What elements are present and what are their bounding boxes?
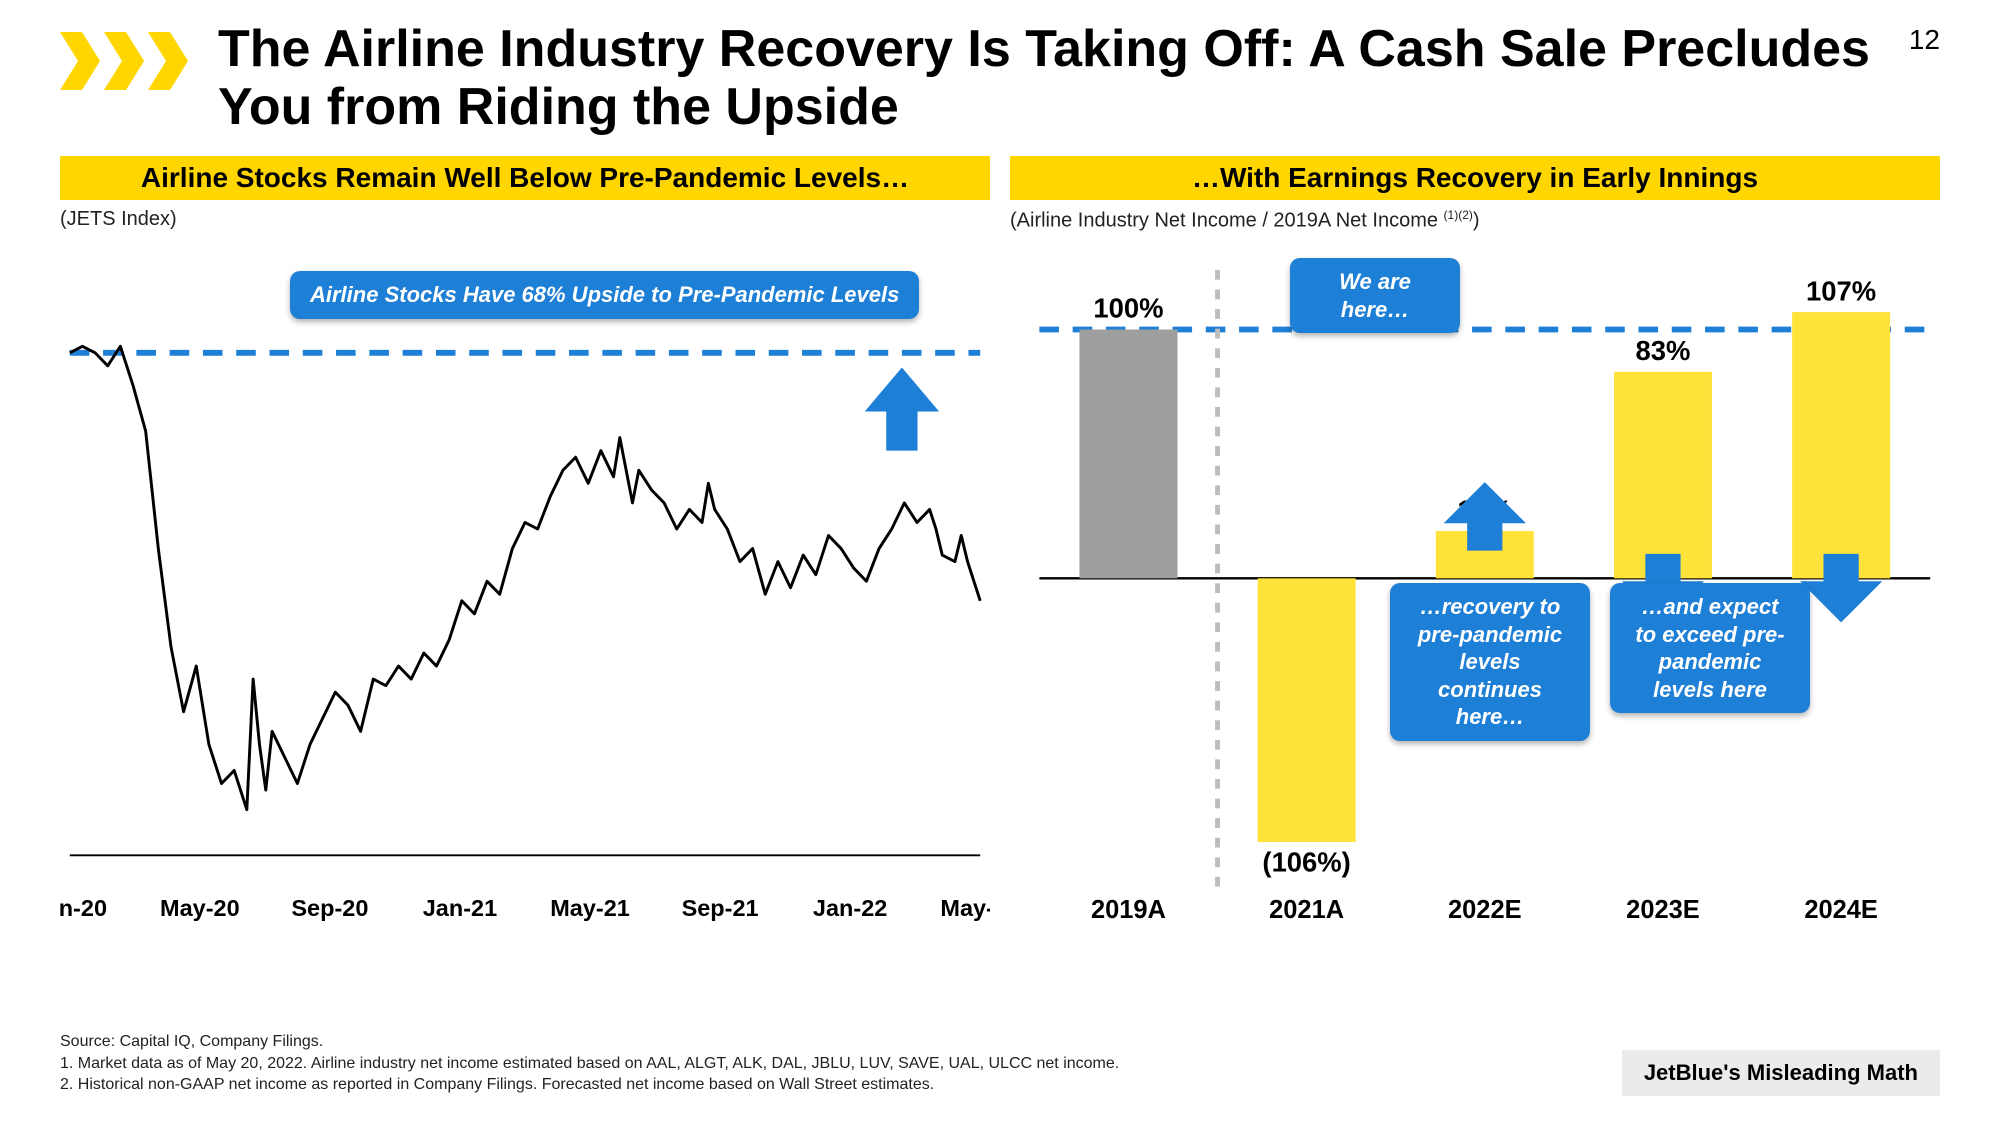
right-panel: …With Earnings Recovery in Early Innings… <box>1010 156 1940 943</box>
svg-text:2019A: 2019A <box>1091 896 1166 924</box>
svg-text:Jan-22: Jan-22 <box>813 895 887 921</box>
svg-text:2023E: 2023E <box>1626 896 1700 924</box>
svg-text:2022E: 2022E <box>1448 896 1522 924</box>
exceed-callout: …and expect to exceed pre-pandemic level… <box>1610 583 1810 713</box>
footer-tag: JetBlue's Misleading Math <box>1622 1050 1940 1096</box>
upside-callout: Airline Stocks Have 68% Upside to Pre-Pa… <box>290 271 919 319</box>
left-panel-subtitle: (JETS Index) <box>60 208 990 231</box>
chevron-bullets <box>60 32 188 90</box>
svg-text:100%: 100% <box>1093 293 1163 324</box>
recovery-callout: …recovery to pre-pandemic levels continu… <box>1390 583 1590 741</box>
line-chart: Jan-20 May-20 Sep-20 Jan-21 May-21 Sep-21 Jan-… <box>60 241 990 941</box>
svg-text:May-21: May-21 <box>550 895 630 921</box>
svg-text:Jan-20: Jan-20 <box>60 895 107 921</box>
left-panel-header: Airline Stocks Remain Well Below Pre-Pan… <box>60 156 990 200</box>
svg-text:107%: 107% <box>1806 275 1876 306</box>
footnote-1: 1. Market data as of May 20, 2022. Airli… <box>60 1053 1119 1075</box>
right-panel-header: …With Earnings Recovery in Early Innings <box>1010 156 1940 200</box>
svg-text:Sep-21: Sep-21 <box>682 895 759 921</box>
svg-text:May-20: May-20 <box>160 895 240 921</box>
svg-text:2021A: 2021A <box>1269 896 1344 924</box>
right-panel-subtitle: (Airline Industry Net Income / 2019A Net… <box>1010 208 1940 233</box>
svg-text:(106%): (106%) <box>1262 847 1350 878</box>
footnote-source: Source: Capital IQ, Company Filings. <box>60 1031 1119 1053</box>
svg-text:Jan-21: Jan-21 <box>423 895 497 921</box>
slide-title: The Airline Industry Recovery Is Taking … <box>218 20 1889 136</box>
footnotes: Source: Capital IQ, Company Filings. 1. … <box>60 1031 1119 1096</box>
svg-text:2024E: 2024E <box>1804 896 1878 924</box>
bar-chart: 100%2019A(106%)2021A19%2022E83%2023E107%… <box>1010 243 1940 943</box>
svg-text:May-22: May-22 <box>940 895 990 921</box>
left-panel: Airline Stocks Remain Well Below Pre-Pan… <box>60 156 990 943</box>
svg-text:Sep-20: Sep-20 <box>291 895 368 921</box>
svg-text:83%: 83% <box>1636 335 1691 366</box>
we-are-here-callout: We are here… <box>1290 258 1460 333</box>
footnote-2: 2. Historical non-GAAP net income as rep… <box>60 1074 1119 1096</box>
page-number: 12 <box>1909 24 1940 56</box>
